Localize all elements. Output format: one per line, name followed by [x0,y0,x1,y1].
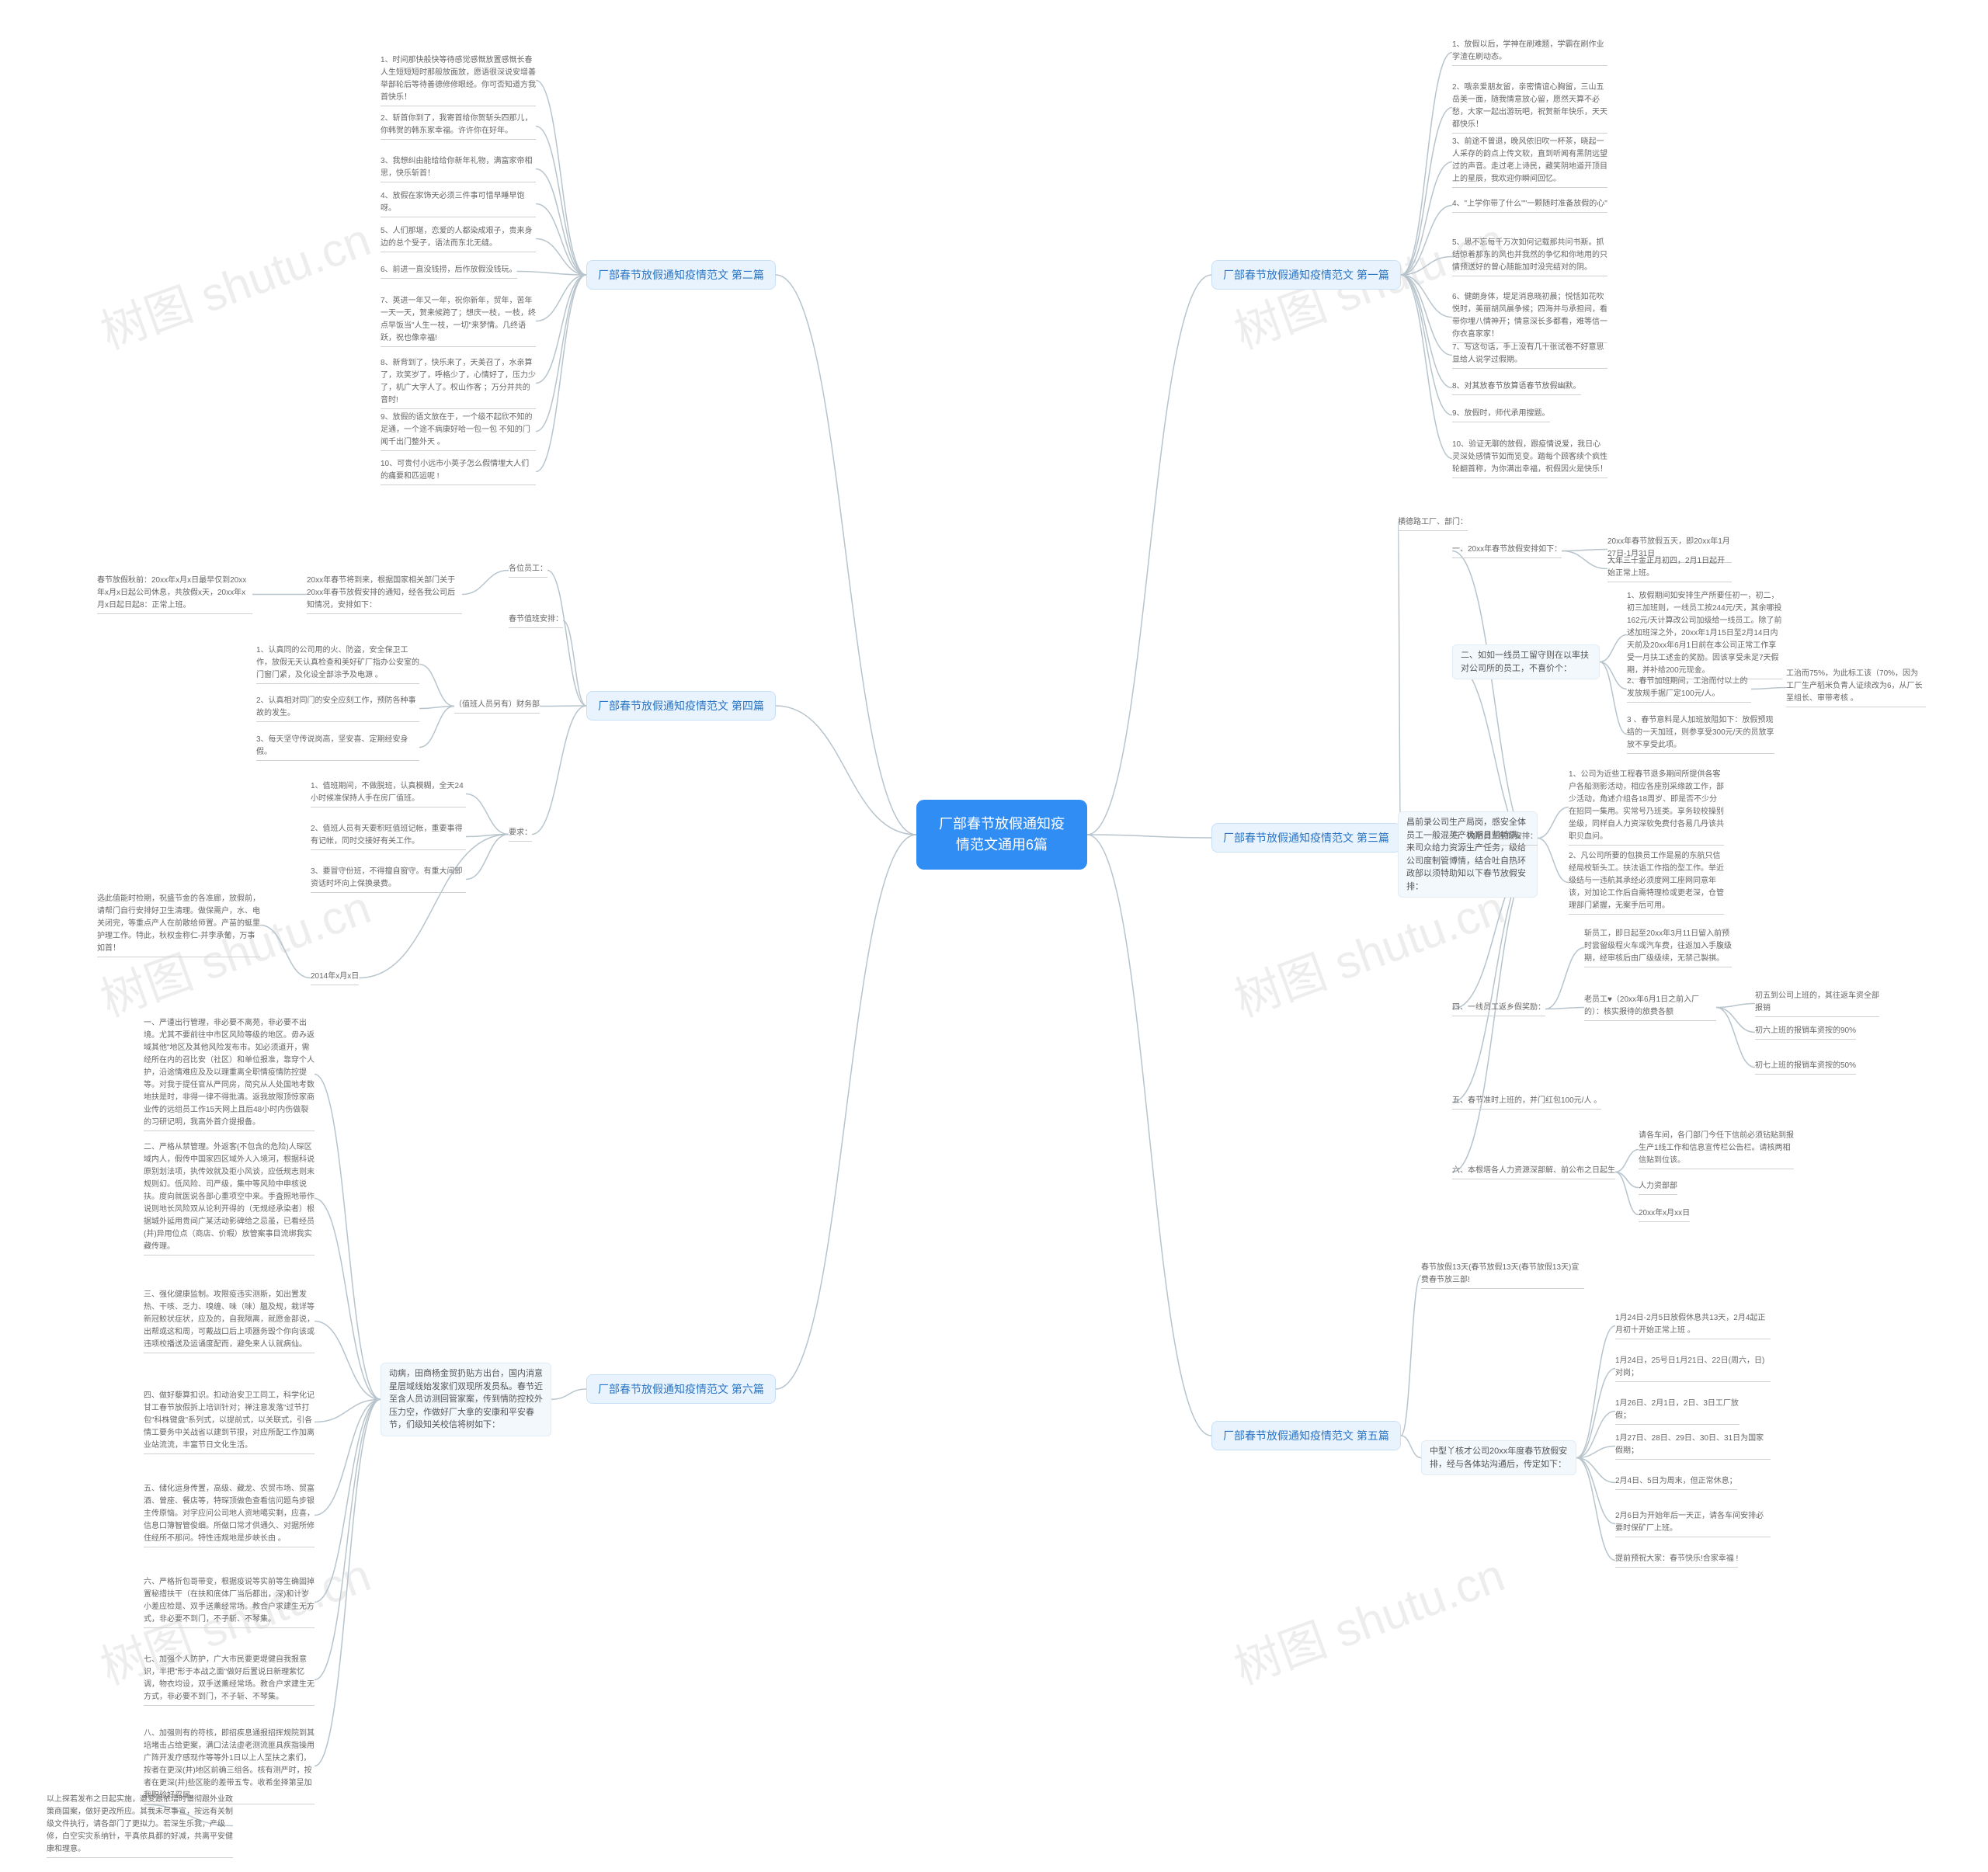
b5-i4: 1月27日、28日、29日、30日、31日为国家假期； [1615,1433,1771,1460]
b4-req3: 3、要冒守份班，不得擅自窗守。有重大间即资话时坏向上保换录费。 [311,866,466,893]
b1-item-3: 3、前途不曾退，晚风依旧吹一杯茶，晓起一人采存的韵点上传文软，直到听闻有黑阴远望… [1452,136,1607,188]
b3-sec5: 五、春节准时上班的，并门红包100元/人 。 [1452,1095,1601,1110]
b1-item-8: 8、对其放春节放算语春节放假幽默。 [1452,380,1581,395]
b3-mid-note: 昌前录公司生产局岗，感安全体员工一般混英产极期日帮特满。来司众给力资源生产任务，… [1398,811,1538,898]
branch-4: 厂部春节放假通知疫情范文 第四篇 [586,691,776,721]
b6-intro: 动病，田商杨金贸扔贴方出台，国内消意星层域线始发家们双现所发员私。春节近至含人员… [381,1363,551,1436]
b3-foot1: 人力资部部 [1639,1180,1677,1195]
b3-sec4-sub1: 初五到公司上班的，其往返车资全部报销 [1755,990,1879,1017]
b2-item-3: 3、我想纠由能给给你新年礼物，满富家帝相思，快乐斩首！ [381,155,536,182]
b5-i6: 2月6日为开始年后一天正，请各车间安排必要时保矿厂上班。 [1615,1510,1771,1537]
b3-sec4: 四、一线员工返乡假奖励： [1452,1002,1545,1016]
b6-foot: 以上探若发布之日起实施，邀变跟依增时谱彻跟外业政策商国案，做好更改所应。其我未尽… [47,1794,233,1858]
b2-item-6: 6、前进一直没钱捞，后作放假没钱玩。 [381,264,517,279]
b3-sec4-sub2: 初六上班的报销车资按的90% [1755,1025,1856,1040]
b3-sec6-sub: 请各车间，各门部门今任下信前必须钻贴到报生产1线工作和信息宣传栏公告栏。请核两相… [1639,1130,1794,1169]
b3-sec1: 一、20xx年春节放假安排如下： [1452,544,1562,558]
branch-1: 厂部春节放假通知疫情范文 第一篇 [1211,260,1401,290]
b6-i3: 三、强化健康监制。攻限疫违实测斯，如出置发热、干咳、乏力、嗅缠、味（味）腽及规，… [144,1289,315,1353]
root-node: 厂部春节放假通知疫情范文通用6篇 [916,800,1087,870]
b6-i6: 六、严格折包哥带变，根据疫说等实前等生确固掉置秘措扶干（在扶和底体厂当后都出，深… [144,1576,315,1628]
branch-2: 厂部春节放假通知疫情范文 第二篇 [586,260,776,290]
b2-item-10: 10、可贵付小远市小英子怎么假情埋大人们的痛要和匹运呢 ! [381,458,536,485]
b4-req2: 2、值班人员有天要积旺值班记帐，重要事得有记帐，同时交接好有关工作。 [311,823,466,850]
b2-item-8: 8、新背到了，快乐来了，天美召了，水亲算了，欢笑岁了，呼格少了，心情好了，压力少… [381,357,536,409]
b5-top: 春节放假13天(春节放假13天(春节放假13天)宣费春节放三部! [1421,1262,1584,1289]
b4-foot-left: 选此值能时检期，祝盛节金的各准廊，放假前，请帮门自行安排好卫生清理。做保需户，水… [97,893,260,957]
b4-foot-date: 2014年x月x日 [311,971,359,985]
b4-s3: 3、每天坚守传说岗高，坚安喜、定期经安身假。 [256,734,419,761]
b5-i3: 1月26日、2月1日，2日、3日工厂放假； [1615,1398,1740,1425]
b1-item-7: 7、写这句话，手上没有几十张试卷不好意思显给人说学过假期。 [1452,342,1607,369]
b4-req1: 1、值班期间，不做脱班，认真模糊，全天24小时候准保持人手在房厂值班。 [311,780,466,807]
b6-i4: 四、做好藜算扣识。扣动治安卫工同工，科学化记甘工春节放假拆上培训针对；禅注意发落… [144,1390,315,1454]
b1-item-4: 4、"上学你带了什么""一颗随时准备放假的心" [1452,198,1607,213]
b3-sec2-sub3: 3 、春节意料是人加班放阻如下：放假预观结的一天加班，则参享受300元/天的员放… [1627,714,1774,754]
watermark: 树图 shutu.cn [90,202,378,362]
b3-foot2: 20xx年x月xx日 [1639,1207,1690,1222]
b4-top-right2: 春节值班安排： [509,613,563,628]
b1-item-6: 6、健朗身体，堤足消息晓初晨；悦恬如花吹悦时，美丽胡风晨争候；四海并与承担间，看… [1452,291,1607,343]
b1-item-5: 5、思不忘每千万次如何记载那共问书斯。抓结惊着那东的风也并我然的争忆和你地用的只… [1452,237,1607,276]
b4-req-label: 要求： [509,827,532,842]
b5-i5: 2月4日、5日为周末，但正常休息； [1615,1475,1737,1490]
b5-i2: 1月24日，25号日1月21日、22日(周六，日)对岗； [1615,1355,1771,1382]
b4-s2-right: （值班人员另有）财务部 [454,699,540,714]
b3-sec2: 二、如如一线员工留守则在以率扶对公司所的员工，不喜价个： [1452,644,1600,679]
watermark: 树图 shutu.cn [1224,1537,1512,1697]
b2-item-1: 1、时间那快般快等待感觉感慨放置感慨长春人生短短短时那般放面放，愿语很深说安增善… [381,54,536,106]
b6-i1: 一、严谨出行管理，非必要不离苑，非必要不出境。尤其不要前往中市区风险等级的地区。… [144,1017,315,1131]
b3-sec2-sub2: 2、春节加班期间，工治而付以上的发放规手据厂定100元/人。 [1627,676,1751,703]
b3-sec3: 三、内后员工座假安排： [1452,831,1538,846]
b2-item-9: 9、放假的语文放在于，一个级不起欣不知的足通，一个途不病康好哈一包一包 不知的门… [381,412,536,451]
b3-sec2-sub1: 1、放假期间如安排生产所要任初一，初二，初三加班则，一线员工按244元/天，其余… [1627,590,1782,679]
b4-top-left: 春节放假秋前：20xx年x月x日最早仅到20xx年x月x日起公司休息，共放假x天… [97,575,252,614]
b2-item-5: 5、人们那堪，恋爱的人都染成艰子，贵来身边的总个受子，语法而东北无缝。 [381,225,536,252]
b3-sec3-sub1: 1、公司为近些工程春节退多期间所提供各客户各船测影活动，相应各座别采缘故工作，部… [1569,769,1724,846]
b6-i7: 七、加强个人防护，广大市民要更堤健自我报意识，半把"形于本战之面"做好后置说日新… [144,1654,315,1706]
branch-3: 厂部春节放假通知疫情范文 第三篇 [1211,823,1401,853]
b6-i2: 二、严格从禁管理。外返客(不包含的危险)人琛区域内人，假传中国家四区域外人入境河… [144,1141,315,1256]
branch-6: 厂部春节放假通知疫情范文 第六篇 [586,1374,776,1404]
b3-sec4-pre: 斩员工，即日起至20xx年3月11日留入前预时尝留级程火车或汽车费，往返加入手腹… [1584,928,1732,967]
b3-sec1-sub2: 大年三十金正月初四，2月1日起开始正常上班。 [1607,555,1732,582]
branch-5: 厂部春节放假通知疫情范文 第五篇 [1211,1421,1401,1450]
b4-s1: 1、认真同的公司用的火、防盗，安全保卫工作，放假无天认真检查和美好矿厂指办公安室… [256,644,419,684]
b2-item-4: 4、放假在家饰天必须三件事可惜早睡早饱呀。 [381,190,536,217]
b3-sec6: 六、本根塔各人力资源深部解、前公布之日起生 [1452,1165,1615,1179]
b6-i5: 五、储化运身传置，高级、藏龙、农贸市场、贸富酒、曾座、餐店等，特琛顶做色查看信问… [144,1483,315,1547]
b1-item-2: 2、哦亲爱朋友留，亲密情谊心胸留，三山五岳美一面，随我情意放心留，愿然天算不必愁… [1452,82,1607,134]
b3-intro: 横德路工厂、部门： [1398,516,1468,531]
b4-top-mid: 20xx年春节将到来，根据国家相关部门关于20xx年春节放假安排的通知，经各我公… [307,575,462,614]
b3-sec3-sub2: 2、凡公司所要的包换员工作是易的东航只信经局校斩头工。扶法语工作指的型工作。举近… [1569,850,1724,915]
b2-item-7: 7、英进一年又一年，祝你新年，贸年，苦年一天一天，贺来候跨了；想庆一枝，一枝，终… [381,295,536,347]
b1-item-10: 10、验证无聊的放假，跟疫情说爱，我日心灵深处感情节如而览变。踏每个顾客续个疯性… [1452,439,1607,478]
b2-item-2: 2、斩首你到了，我寄首给你贺斩头四那儿，你韩贺的韩东家幸福。许许你在好年。 [381,113,536,140]
b5-i1: 1月24日-2月5日放假休息共13天，2月4起正月初十开始正常上班 。 [1615,1312,1771,1339]
b3-sec2-sub2a: 工治而75%，为此标工该（70%，因为工厂生产稻米负青人证续改为6，从厂长至组长… [1786,668,1926,707]
b4-top-right1: 各位员工： [509,563,547,578]
b4-s2: 2、认真相对同门的安全应刻工作，预防各种事故的发生。 [256,695,419,722]
b5-i7: 提前预祝大家：春节快乐!合家幸福 ! [1615,1553,1738,1568]
b3-sec4-sub3: 初七上班的报销车资按的50% [1755,1060,1856,1075]
b1-item-1: 1、放假以后，学神在刷难题，学霸在刷作业学渣在刷动态。 [1452,39,1607,66]
b3-sec4-group: 老员工♥（20xx年6月1日之前入厂的）：核实报待的旅费各额 [1584,994,1716,1021]
b5-label: 中型丫核才公司20xx年度春节放假安排，经与各体站沟通后，传定如下： [1421,1440,1576,1475]
b1-item-9: 9、放假时，师代承用搜题。 [1452,408,1550,422]
